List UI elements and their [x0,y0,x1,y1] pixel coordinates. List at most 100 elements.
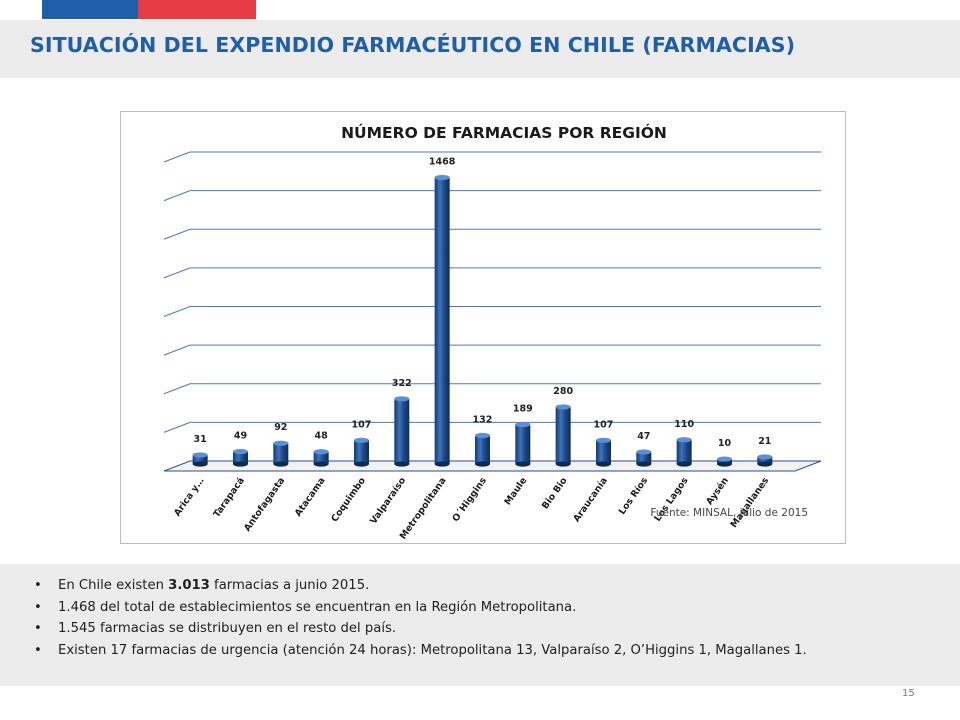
data-label: 189 [513,403,533,414]
bar-cap [313,449,329,455]
gridline-wall [163,267,191,279]
bar-cap [757,454,773,460]
bar [474,435,490,464]
bar-base [757,461,773,467]
bar-cap [474,432,490,439]
gridline-wall [163,228,191,240]
bullets-band [0,564,960,686]
page-title: SITUACIÓN DEL EXPENDIO FARMACÉUTICO EN C… [30,33,796,57]
bar-cap [394,396,410,402]
bar-base [716,461,732,467]
data-label: 1468 [429,156,456,167]
bar [555,406,571,464]
gridline-wall [163,344,191,356]
bar-base [353,461,369,467]
flag-stripe-red [138,0,256,19]
gridline-wall [163,383,191,395]
bullet-text-pre: Existen 17 farmacias de urgencia (atenci… [58,642,807,658]
data-label: 10 [718,438,732,449]
data-label: 107 [594,419,614,430]
data-label: 280 [553,386,573,397]
category-label: Bio Bio [540,475,570,511]
bar-cap [595,437,611,443]
bar [636,451,652,464]
category-label: Atacama [293,475,328,518]
bar [192,455,208,464]
gridline-wall [163,151,191,163]
data-label: 49 [234,431,247,442]
category-label: Antofagasta [242,475,287,533]
data-label: 48 [315,431,329,442]
chart-title: NÚMERO DE FARMACIAS POR REGIÓN [341,123,667,142]
bullet-text-pre: 1.545 farmacias se distribuyen en el res… [58,621,397,636]
bar-base [595,461,611,467]
data-label: 47 [637,431,650,442]
bullet-text-pre: 1.468 del total de establecimientos se e… [58,599,577,615]
bar-base [555,461,571,467]
bar [394,398,410,464]
category-label: Coquimbo [329,475,368,524]
bar-base [676,461,692,467]
bar-base [434,461,450,467]
bullet-dot-icon: • [34,578,42,593]
bar [273,443,289,464]
bullet-dot-icon: • [34,599,42,615]
page-number: 15 [902,688,915,699]
bar [757,456,773,464]
category-label: O´Higgins [450,475,489,524]
chart-frame: NÚMERO DE FARMACIAS POR REGIÓN 31 Arica y…… [120,111,846,544]
bar-cap [232,448,248,455]
bar [434,177,450,464]
bar-cap [515,421,531,428]
flag-stripe-blue [42,0,138,19]
bar [232,451,248,464]
bar-cap [555,404,571,410]
gridline-wall [163,306,191,317]
data-label: 31 [194,434,207,445]
bar-cap [273,440,289,446]
bullet-text-post: farmacias a junio 2015. [209,578,370,593]
bullet-item: • Existen 17 farmacias de urgencia (atenc… [34,640,807,662]
bar-cap [434,174,450,181]
bar-base [636,461,652,467]
data-label: 21 [758,436,771,447]
gridline-wall [163,421,191,433]
bullet-dot-icon: • [34,642,42,658]
category-label: Los Ríos [617,475,651,517]
category-label: Tarapacá [211,475,247,519]
bullet-item: • 1.545 farmacias se distribuyen en el re… [34,618,807,640]
bullet-list: • En Chile existen 3.013 farmacias a juni… [34,575,807,661]
title-band [0,20,960,78]
bar-cap [676,437,692,443]
data-label: 322 [392,378,412,389]
category-label: Aysén [704,475,731,507]
bar-cap [353,437,369,443]
bar [676,439,692,464]
bar-base [515,461,531,467]
bar [353,440,369,464]
data-label: 107 [352,419,372,430]
gridline-wall [163,190,191,202]
bullet-dot-icon: • [34,621,42,636]
bar [515,424,531,464]
bar-cap [192,452,208,458]
bar-chart: NÚMERO DE FARMACIAS POR REGIÓN 31 Arica y…… [163,123,822,542]
data-label: 92 [274,422,287,433]
bar-cap [716,456,732,462]
bar-base [232,461,248,467]
bar-base [313,461,329,467]
category-label: Araucanía [571,475,610,524]
chart-source: Fuente: MINSAL, julio de 2015 [650,507,808,519]
category-label: Valparaíso [368,475,408,526]
data-label: 132 [473,415,493,426]
bar-base [394,461,410,467]
bullet-text-bold: 3.013 [168,578,210,593]
bar-base [192,461,208,467]
bar-base [474,461,490,467]
data-label: 110 [674,419,694,430]
category-label: Arica y… [172,475,207,518]
bar-cap [636,449,652,455]
category-label: Magallanes [729,475,772,530]
bullet-item: • En Chile existen 3.013 farmacias a juni… [34,575,807,597]
bar-base [273,461,289,467]
